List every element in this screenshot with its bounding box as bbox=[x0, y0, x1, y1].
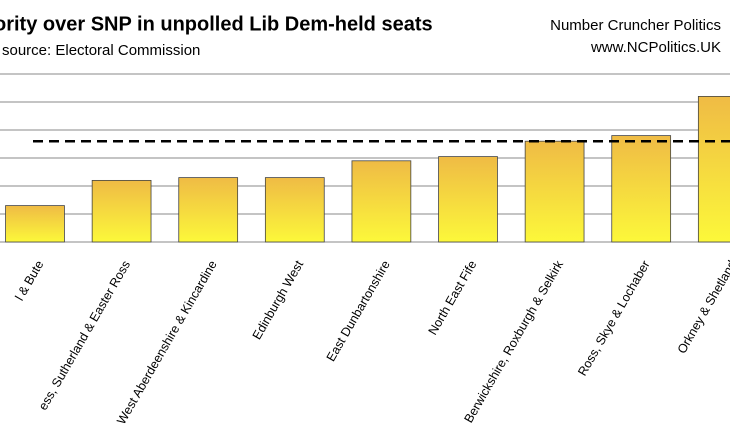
chart-title: ority over SNP in unpolled Lib Dem-held … bbox=[0, 13, 433, 35]
x-tick-label: West Aberdeenshire & Kincardine bbox=[114, 258, 219, 427]
x-tick-label: Berwickshire, Roxburgh & Selkirk bbox=[462, 258, 567, 426]
bar bbox=[91, 179, 152, 243]
x-tick-label: l & Bute bbox=[12, 258, 46, 303]
x-tick-label: Ross, Skye & Lochaber bbox=[575, 258, 652, 378]
x-tick-label: Edinburgh West bbox=[250, 258, 307, 342]
x-tick-label: North East Fife bbox=[426, 258, 480, 337]
x-tick-label: Orkney & Shetland bbox=[675, 258, 730, 356]
source-url: www.NCPolitics.UK bbox=[590, 39, 721, 56]
bar bbox=[524, 140, 585, 243]
bar bbox=[438, 156, 498, 243]
bar bbox=[697, 96, 730, 243]
chart-subtitle: source: Electoral Commission bbox=[2, 42, 200, 59]
bar bbox=[351, 160, 412, 243]
source-name: Number Cruncher Politics bbox=[550, 17, 721, 34]
x-tick-label: ess, Sutherland & Easter Ross bbox=[36, 258, 133, 412]
bar bbox=[5, 205, 65, 243]
bar bbox=[611, 135, 672, 243]
bar bbox=[264, 177, 325, 243]
bar bbox=[178, 177, 239, 243]
x-tick-label: East Dunbartonshire bbox=[324, 258, 393, 364]
